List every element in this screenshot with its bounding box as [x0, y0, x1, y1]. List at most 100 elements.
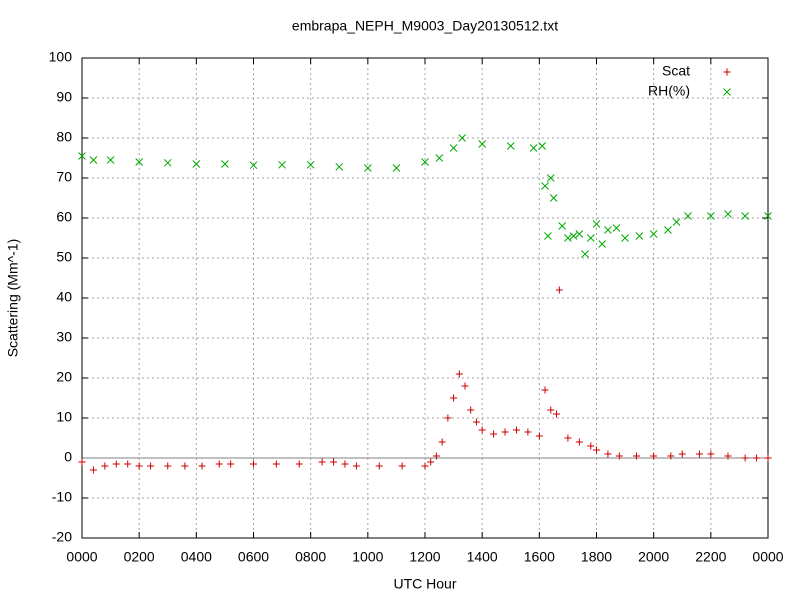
- data-point: [724, 210, 732, 218]
- data-point: [444, 414, 452, 422]
- data-point: [506, 142, 515, 150]
- data-point: [549, 194, 558, 202]
- data-point: [335, 162, 344, 171]
- data-point: [89, 466, 97, 474]
- data-point: [586, 234, 595, 242]
- y-tick-label: 80: [56, 129, 72, 145]
- data-point: [318, 458, 326, 466]
- data-point: [753, 454, 761, 462]
- data-point: [535, 432, 543, 440]
- data-point: [135, 158, 144, 166]
- data-point: [592, 220, 601, 228]
- x-tick-label: 1800: [581, 549, 612, 565]
- data-point: [106, 156, 115, 164]
- y-tick-label: 60: [56, 209, 72, 225]
- data-point: [529, 144, 538, 152]
- data-point: [621, 234, 629, 242]
- data-point: [635, 232, 644, 240]
- legend-label: RH(%): [648, 83, 690, 99]
- data-point: [741, 212, 749, 220]
- x-tick-label: 1000: [352, 549, 383, 565]
- data-point: [672, 218, 681, 226]
- data-point: [598, 240, 607, 248]
- y-tick-label: 50: [56, 249, 72, 265]
- data-point: [455, 370, 463, 378]
- data-point: [564, 234, 572, 242]
- data-point: [707, 450, 715, 458]
- data-point: [330, 458, 338, 466]
- data-point: [478, 140, 487, 148]
- data-point: [467, 406, 475, 414]
- y-tick-label: 10: [56, 409, 72, 425]
- data-point: [633, 452, 641, 460]
- y-tick-label: 20: [56, 369, 72, 385]
- data-point: [78, 152, 86, 160]
- data-point: [124, 460, 132, 468]
- data-point: [741, 454, 749, 462]
- data-point: [352, 462, 360, 470]
- data-point: [227, 460, 235, 468]
- x-tick-label: 0000: [752, 549, 783, 565]
- data-point: [163, 158, 172, 167]
- data-point: [575, 230, 584, 238]
- data-point: [438, 438, 446, 446]
- data-point: [421, 158, 429, 166]
- y-tick-label: 30: [56, 329, 72, 345]
- data-point: [649, 230, 658, 238]
- data-point: [615, 452, 623, 460]
- data-point: [684, 212, 692, 220]
- data-point: [432, 452, 440, 460]
- y-tick-label: 0: [64, 449, 72, 465]
- y-axis-label: Scattering (Mm^-1): [5, 239, 21, 358]
- data-point: [706, 212, 715, 220]
- y-tick-label: 40: [56, 289, 72, 305]
- data-point: [192, 160, 201, 168]
- data-point: [587, 442, 595, 450]
- data-point: [272, 460, 280, 468]
- data-point: [695, 450, 703, 458]
- data-point: [678, 450, 686, 458]
- data-point: [764, 212, 772, 220]
- data-point: [249, 161, 258, 170]
- data-point: [512, 426, 520, 434]
- x-tick-label: 0400: [181, 549, 212, 565]
- data-point: [558, 222, 567, 230]
- data-point: [544, 232, 552, 240]
- data-point: [181, 462, 189, 470]
- data-point: [112, 460, 120, 468]
- data-point: [147, 462, 155, 470]
- x-tick-label: 1200: [409, 549, 440, 565]
- data-point: [450, 394, 458, 402]
- data-point: [667, 452, 675, 460]
- x-tick-label: 1400: [467, 549, 498, 565]
- data-point: [363, 164, 372, 172]
- data-point: [306, 160, 315, 169]
- data-point: [421, 462, 429, 470]
- x-tick-label: 2200: [695, 549, 726, 565]
- data-point: [490, 430, 498, 438]
- x-tick-label: 1600: [524, 549, 555, 565]
- data-point: [501, 428, 509, 436]
- data-point: [547, 406, 555, 414]
- data-point: [135, 462, 143, 470]
- x-tick-label: 0200: [124, 549, 155, 565]
- data-point: [581, 250, 589, 258]
- data-point: [478, 426, 486, 434]
- y-tick-label: 70: [56, 169, 72, 185]
- data-point: [764, 454, 772, 462]
- data-point: [198, 462, 206, 470]
- data-point: [604, 226, 612, 234]
- x-axis-label: UTC Hour: [393, 576, 456, 592]
- chart-title: embrapa_NEPH_M9003_Day20130512.txt: [292, 18, 558, 34]
- data-point: [604, 450, 612, 458]
- data-point: [552, 410, 560, 418]
- data-point: [593, 446, 600, 454]
- data-point: [278, 160, 286, 169]
- data-point: [555, 286, 563, 294]
- data-point: [569, 232, 578, 240]
- data-point: [472, 418, 480, 426]
- data-point: [546, 174, 555, 182]
- data-point: [221, 160, 229, 168]
- data-point: [458, 134, 467, 142]
